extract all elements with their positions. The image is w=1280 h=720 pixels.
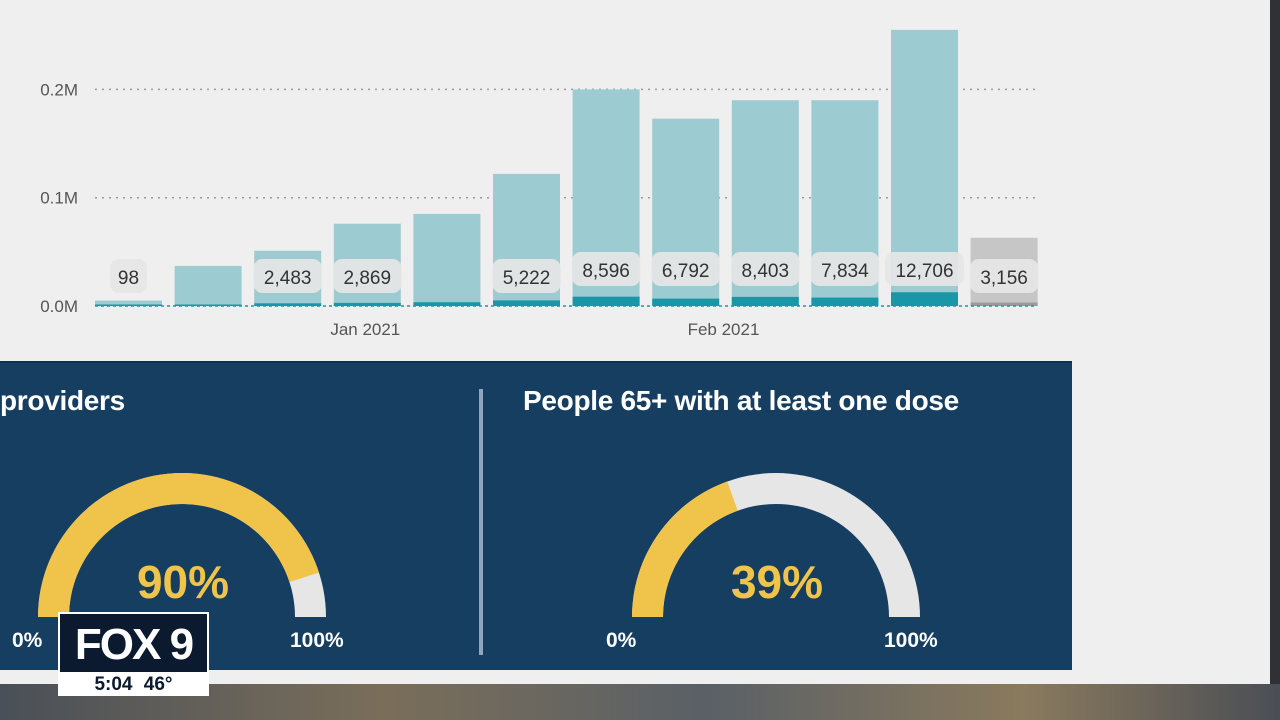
bar-secondary (95, 304, 162, 306)
bar (413, 213, 481, 306)
dashboard-screen: 0.0M 0.1M 0.2M 98 2,483 2,869 5,222 8,596 6,792 8… (0, 0, 1270, 684)
bar-chart: 0.0M 0.1M 0.2M 98 2,483 2,869 5,222 8,596 6,792 8… (40, 29, 1040, 339)
bar-secondary (174, 304, 242, 306)
data-label: 2,483 (264, 268, 312, 289)
bar-secondary (811, 297, 879, 306)
gauge-value-providers: 90% (136, 556, 230, 608)
y-tick-label: 0.2M (40, 80, 78, 99)
data-label-box (885, 252, 964, 286)
data-label-box (969, 259, 1039, 293)
gauge-fill (38, 472, 319, 617)
gauge-title-65plus: People 65+ with at least one dose (523, 385, 959, 416)
bar (95, 300, 162, 306)
panel-divider (479, 389, 483, 655)
bar-secondary (891, 292, 958, 306)
data-label-box (571, 252, 641, 286)
bar-secondary (413, 302, 481, 306)
bar-secondary (970, 302, 1038, 306)
data-label: 8,403 (742, 261, 790, 282)
logo-text: FOX 9 (74, 620, 194, 669)
gauge-max-65plus: 100% (884, 629, 938, 652)
bar-secondary (493, 300, 560, 306)
y-tick-label: 0.1M (40, 189, 78, 208)
gauge-min-65plus: 0% (606, 629, 637, 652)
bar-secondary (254, 303, 322, 306)
bar (174, 265, 242, 306)
data-label-box (651, 252, 720, 286)
fox9-logo: FOX 9 5:04 46° (58, 612, 209, 696)
gauge-value-65plus: 39% (730, 556, 824, 608)
data-label: 8,596 (582, 261, 630, 282)
gauge-max-providers: 100% (290, 629, 344, 652)
gauge-fill (632, 481, 738, 617)
x-tick-label: Jan 2021 (330, 320, 400, 339)
bar-secondary (333, 302, 401, 306)
data-label-box (810, 252, 880, 286)
data-label: 3,156 (980, 268, 1028, 289)
data-label-box (333, 259, 402, 293)
data-label: 98 (118, 268, 139, 289)
data-label: 2,869 (344, 268, 392, 289)
gauge-min-providers: 0% (12, 629, 43, 652)
data-label-box (253, 259, 322, 293)
time-display: 5:04 (94, 674, 133, 695)
bar-secondary (731, 296, 799, 306)
gauge-65plus (632, 473, 920, 617)
x-tick-label: Feb 2021 (688, 320, 760, 339)
logo-banner: FOX 9 (60, 614, 207, 672)
data-label: 5,222 (503, 268, 551, 289)
data-label-box (492, 259, 561, 293)
data-label-box (110, 259, 147, 293)
data-label: 7,834 (821, 261, 869, 282)
gauge-providers (38, 472, 326, 617)
gauge-title-providers: providers (0, 385, 125, 416)
data-label-box (731, 252, 800, 286)
data-label: 6,792 (662, 261, 710, 282)
temperature-display: 46° (143, 674, 173, 695)
y-tick-label: 0.0M (40, 297, 78, 316)
data-label: 12,706 (895, 261, 953, 282)
bar-secondary (652, 298, 720, 306)
time-temp: 5:04 46° (58, 674, 209, 696)
screen-edge (1270, 0, 1280, 684)
studio-background (0, 684, 1280, 720)
bar-secondary (572, 296, 640, 306)
